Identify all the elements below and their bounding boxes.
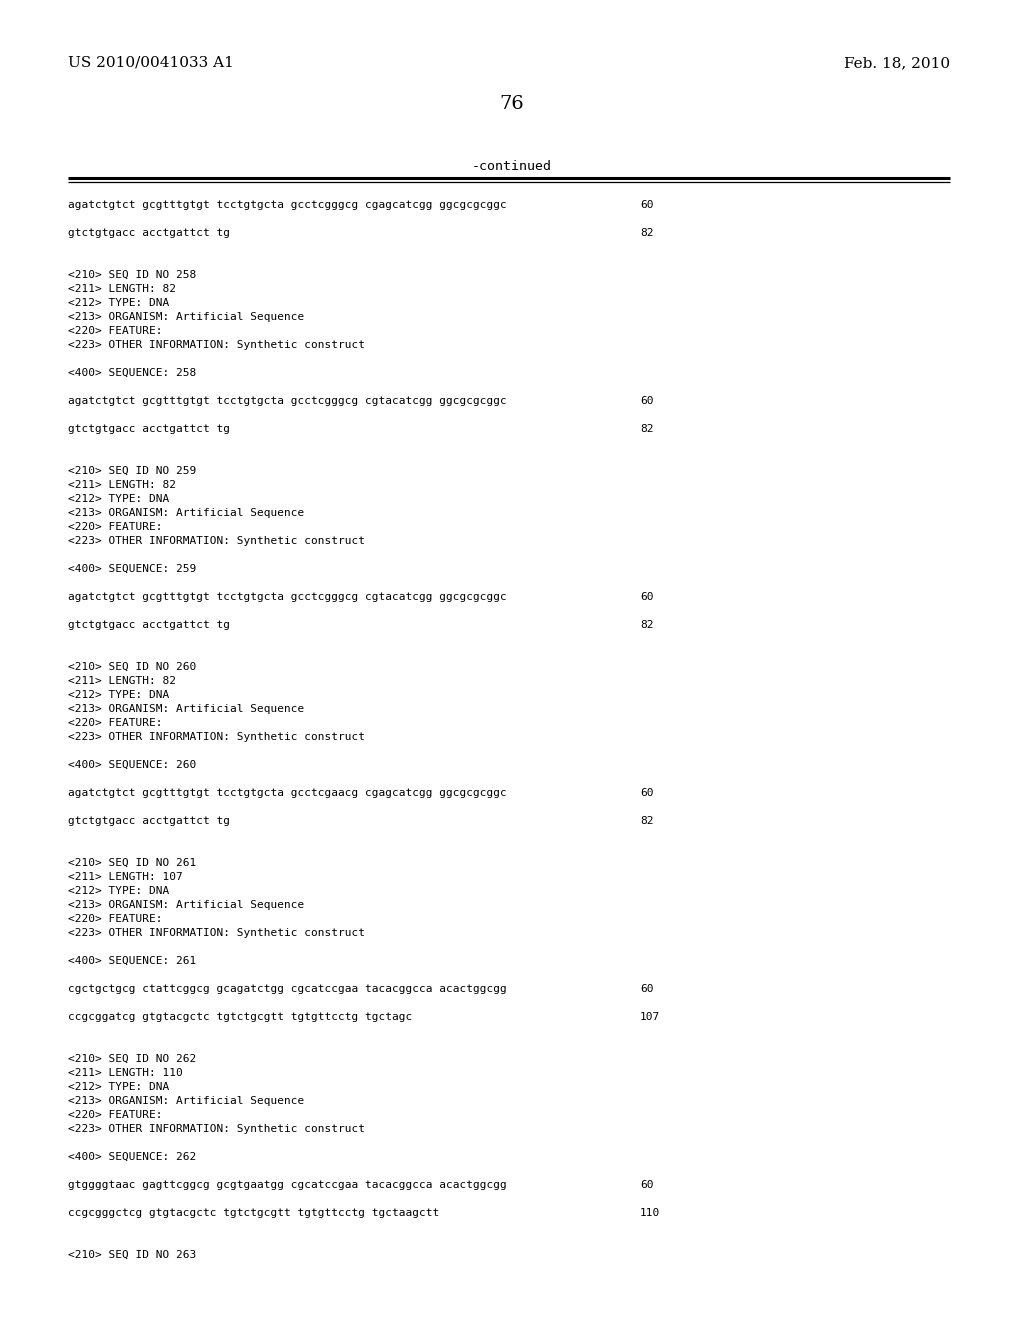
Text: 82: 82 — [640, 620, 653, 630]
Text: agatctgtct gcgtttgtgt tcctgtgcta gcctcgggcg cgtacatcgg ggcgcgcggc: agatctgtct gcgtttgtgt tcctgtgcta gcctcgg… — [68, 591, 507, 602]
Text: <400> SEQUENCE: 259: <400> SEQUENCE: 259 — [68, 564, 197, 574]
Text: 107: 107 — [640, 1012, 660, 1022]
Text: 60: 60 — [640, 788, 653, 799]
Text: <223> OTHER INFORMATION: Synthetic construct: <223> OTHER INFORMATION: Synthetic const… — [68, 1125, 365, 1134]
Text: 82: 82 — [640, 228, 653, 238]
Text: 110: 110 — [640, 1208, 660, 1218]
Text: US 2010/0041033 A1: US 2010/0041033 A1 — [68, 55, 233, 70]
Text: <210> SEQ ID NO 263: <210> SEQ ID NO 263 — [68, 1250, 197, 1261]
Text: <213> ORGANISM: Artificial Sequence: <213> ORGANISM: Artificial Sequence — [68, 508, 304, 517]
Text: <211> LENGTH: 107: <211> LENGTH: 107 — [68, 873, 182, 882]
Text: <213> ORGANISM: Artificial Sequence: <213> ORGANISM: Artificial Sequence — [68, 900, 304, 909]
Text: 60: 60 — [640, 396, 653, 407]
Text: <210> SEQ ID NO 258: <210> SEQ ID NO 258 — [68, 271, 197, 280]
Text: 60: 60 — [640, 1180, 653, 1191]
Text: <223> OTHER INFORMATION: Synthetic construct: <223> OTHER INFORMATION: Synthetic const… — [68, 733, 365, 742]
Text: ccgcggatcg gtgtacgctc tgtctgcgtt tgtgttcctg tgctagc: ccgcggatcg gtgtacgctc tgtctgcgtt tgtgttc… — [68, 1012, 413, 1022]
Text: 82: 82 — [640, 424, 653, 434]
Text: <400> SEQUENCE: 258: <400> SEQUENCE: 258 — [68, 368, 197, 378]
Text: 76: 76 — [500, 95, 524, 114]
Text: <211> LENGTH: 82: <211> LENGTH: 82 — [68, 284, 176, 294]
Text: 82: 82 — [640, 816, 653, 826]
Text: <213> ORGANISM: Artificial Sequence: <213> ORGANISM: Artificial Sequence — [68, 312, 304, 322]
Text: -continued: -continued — [472, 160, 552, 173]
Text: Feb. 18, 2010: Feb. 18, 2010 — [844, 55, 950, 70]
Text: <210> SEQ ID NO 262: <210> SEQ ID NO 262 — [68, 1053, 197, 1064]
Text: <211> LENGTH: 110: <211> LENGTH: 110 — [68, 1068, 182, 1078]
Text: 60: 60 — [640, 983, 653, 994]
Text: <212> TYPE: DNA: <212> TYPE: DNA — [68, 886, 169, 896]
Text: <212> TYPE: DNA: <212> TYPE: DNA — [68, 298, 169, 308]
Text: <400> SEQUENCE: 261: <400> SEQUENCE: 261 — [68, 956, 197, 966]
Text: <223> OTHER INFORMATION: Synthetic construct: <223> OTHER INFORMATION: Synthetic const… — [68, 928, 365, 939]
Text: <211> LENGTH: 82: <211> LENGTH: 82 — [68, 480, 176, 490]
Text: agatctgtct gcgtttgtgt tcctgtgcta gcctcgaacg cgagcatcgg ggcgcgcggc: agatctgtct gcgtttgtgt tcctgtgcta gcctcga… — [68, 788, 507, 799]
Text: gtggggtaac gagttcggcg gcgtgaatgg cgcatccgaa tacacggcca acactggcgg: gtggggtaac gagttcggcg gcgtgaatgg cgcatcc… — [68, 1180, 507, 1191]
Text: agatctgtct gcgtttgtgt tcctgtgcta gcctcgggcg cgtacatcgg ggcgcgcggc: agatctgtct gcgtttgtgt tcctgtgcta gcctcgg… — [68, 396, 507, 407]
Text: <212> TYPE: DNA: <212> TYPE: DNA — [68, 690, 169, 700]
Text: gtctgtgacc acctgattct tg: gtctgtgacc acctgattct tg — [68, 816, 230, 826]
Text: cgctgctgcg ctattcggcg gcagatctgg cgcatccgaa tacacggcca acactggcgg: cgctgctgcg ctattcggcg gcagatctgg cgcatcc… — [68, 983, 507, 994]
Text: <220> FEATURE:: <220> FEATURE: — [68, 521, 163, 532]
Text: <220> FEATURE:: <220> FEATURE: — [68, 718, 163, 729]
Text: <220> FEATURE:: <220> FEATURE: — [68, 326, 163, 337]
Text: gtctgtgacc acctgattct tg: gtctgtgacc acctgattct tg — [68, 620, 230, 630]
Text: <223> OTHER INFORMATION: Synthetic construct: <223> OTHER INFORMATION: Synthetic const… — [68, 341, 365, 350]
Text: 60: 60 — [640, 591, 653, 602]
Text: <400> SEQUENCE: 262: <400> SEQUENCE: 262 — [68, 1152, 197, 1162]
Text: agatctgtct gcgtttgtgt tcctgtgcta gcctcgggcg cgagcatcgg ggcgcgcggc: agatctgtct gcgtttgtgt tcctgtgcta gcctcgg… — [68, 201, 507, 210]
Text: <400> SEQUENCE: 260: <400> SEQUENCE: 260 — [68, 760, 197, 770]
Text: <210> SEQ ID NO 259: <210> SEQ ID NO 259 — [68, 466, 197, 477]
Text: <210> SEQ ID NO 261: <210> SEQ ID NO 261 — [68, 858, 197, 869]
Text: 60: 60 — [640, 201, 653, 210]
Text: <212> TYPE: DNA: <212> TYPE: DNA — [68, 494, 169, 504]
Text: ccgcgggctcg gtgtacgctc tgtctgcgtt tgtgttcctg tgctaagctt: ccgcgggctcg gtgtacgctc tgtctgcgtt tgtgtt… — [68, 1208, 439, 1218]
Text: <210> SEQ ID NO 260: <210> SEQ ID NO 260 — [68, 663, 197, 672]
Text: gtctgtgacc acctgattct tg: gtctgtgacc acctgattct tg — [68, 228, 230, 238]
Text: gtctgtgacc acctgattct tg: gtctgtgacc acctgattct tg — [68, 424, 230, 434]
Text: <211> LENGTH: 82: <211> LENGTH: 82 — [68, 676, 176, 686]
Text: <220> FEATURE:: <220> FEATURE: — [68, 913, 163, 924]
Text: <213> ORGANISM: Artificial Sequence: <213> ORGANISM: Artificial Sequence — [68, 1096, 304, 1106]
Text: <220> FEATURE:: <220> FEATURE: — [68, 1110, 163, 1119]
Text: <223> OTHER INFORMATION: Synthetic construct: <223> OTHER INFORMATION: Synthetic const… — [68, 536, 365, 546]
Text: <212> TYPE: DNA: <212> TYPE: DNA — [68, 1082, 169, 1092]
Text: <213> ORGANISM: Artificial Sequence: <213> ORGANISM: Artificial Sequence — [68, 704, 304, 714]
